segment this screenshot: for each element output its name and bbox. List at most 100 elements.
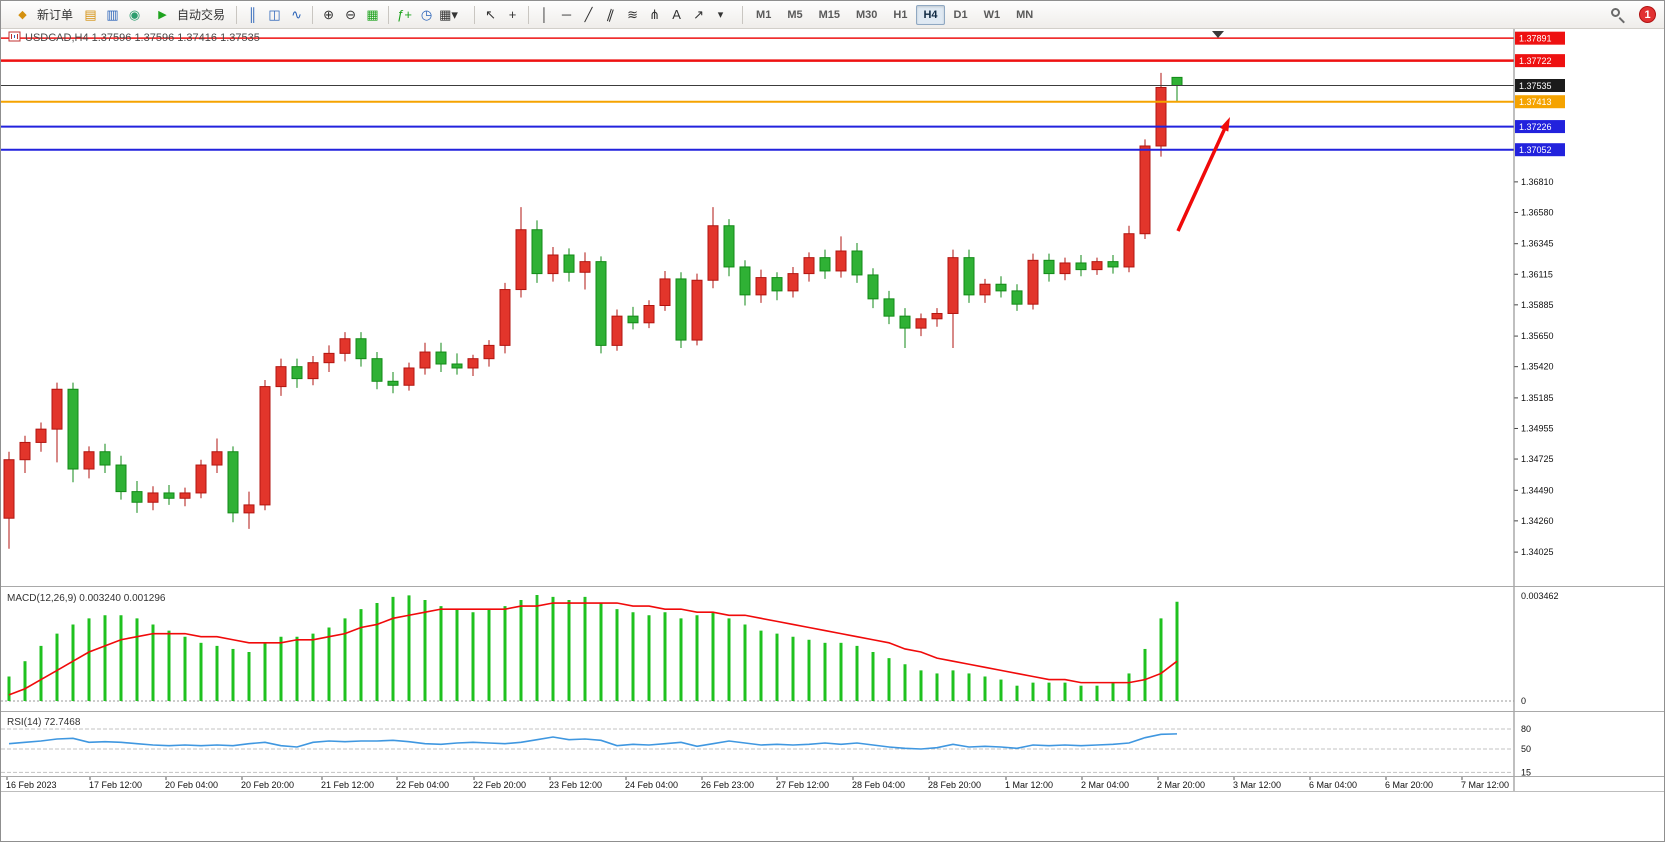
timeframe-m1[interactable]: M1: [749, 5, 778, 25]
svg-text:1.35420: 1.35420: [1521, 362, 1554, 372]
toolbar-separator: [528, 5, 530, 24]
svg-text:50: 50: [1521, 744, 1531, 754]
svg-text:22 Feb 04:00: 22 Feb 04:00: [396, 780, 449, 790]
timeframe-d1[interactable]: D1: [947, 5, 975, 25]
chart-shift-marker: [1212, 31, 1224, 38]
vertical-line-tool-icon[interactable]: │: [540, 7, 549, 22]
text-tool-icon[interactable]: A: [672, 7, 681, 22]
line-chart-icon[interactable]: ∿: [291, 6, 302, 22]
indicators-icon[interactable]: ƒ+: [397, 7, 412, 22]
periods-icon[interactable]: ◷: [420, 6, 433, 22]
rsi-line: [8, 733, 1178, 750]
autotrading-icon: ▶: [158, 9, 167, 21]
timeframe-m5[interactable]: M5: [780, 5, 809, 25]
notification-badge[interactable]: 1: [1639, 6, 1656, 23]
svg-text:20 Feb 04:00: 20 Feb 04:00: [165, 780, 218, 790]
svg-text:23 Feb 12:00: 23 Feb 12:00: [549, 780, 602, 790]
timeframe-mn[interactable]: MN: [1009, 5, 1040, 25]
symbol-ohlc-label: USDCAD,H4 1.37596 1.37596 1.37416 1.3753…: [25, 32, 260, 44]
price-badge-1.37535: 1.37535: [1515, 78, 1565, 92]
pitchfork-tool-icon[interactable]: ⋔: [649, 6, 660, 22]
autotrading-label: 自动交易: [177, 8, 226, 22]
timeframe-m30[interactable]: M30: [849, 5, 884, 25]
price-badge-1.37226: 1.37226: [1515, 120, 1565, 134]
svg-text:28 Feb 20:00: 28 Feb 20:00: [928, 780, 981, 790]
svg-text:6 Mar 04:00: 6 Mar 04:00: [1309, 780, 1357, 790]
shapes-dropdown-icon[interactable]: ▾: [717, 9, 724, 21]
symbol-header: USDCAD,H4 1.37596 1.37596 1.37416 1.3753…: [8, 31, 260, 44]
svg-text:80: 80: [1521, 724, 1531, 734]
main-toolbar: ◆ 新订单 ▤ ▥ ◉ ▶ 自动交易 ║ ◫ ∿ ⊕ ⊖ ▦ ƒ+ ◷ ▦▾ ↖…: [1, 1, 1664, 29]
svg-text:1.37891: 1.37891: [1519, 34, 1552, 44]
macd-label: MACD(12,26,9) 0.003240 0.001296: [7, 593, 166, 604]
svg-text:1.36810: 1.36810: [1521, 177, 1554, 187]
data-window-icon[interactable]: ▥: [106, 6, 119, 22]
timeframe-w1[interactable]: W1: [977, 5, 1008, 25]
svg-text:1.34490: 1.34490: [1521, 485, 1554, 495]
chart-background: [1, 29, 1664, 841]
tile-windows-icon[interactable]: ▦: [366, 6, 379, 22]
candlesticks: [3, 72, 1183, 549]
svg-text:24 Feb 04:00: 24 Feb 04:00: [625, 780, 678, 790]
time-axis[interactable]: [1, 777, 1665, 791]
search-handle: [1618, 17, 1625, 24]
trendline-tool-icon[interactable]: ╱: [584, 6, 593, 22]
svg-text:1.35650: 1.35650: [1521, 331, 1554, 341]
timeframe-h1[interactable]: H1: [886, 5, 914, 25]
search-icon[interactable]: [1608, 5, 1628, 25]
svg-text:1.34955: 1.34955: [1521, 423, 1554, 433]
navigator-icon[interactable]: ◉: [128, 6, 141, 22]
svg-text:1.35885: 1.35885: [1521, 300, 1554, 310]
new-order-button[interactable]: ◆ 新订单: [6, 2, 79, 28]
price-badge-1.37722: 1.37722: [1515, 54, 1565, 68]
trend-arrow[interactable]: [1176, 117, 1230, 232]
svg-text:20 Feb 20:00: 20 Feb 20:00: [241, 780, 294, 790]
new-order-label: 新订单: [37, 8, 74, 22]
svg-text:1.34725: 1.34725: [1521, 454, 1554, 464]
svg-text:1.36580: 1.36580: [1521, 207, 1554, 217]
svg-text:0.003462: 0.003462: [1521, 591, 1559, 601]
timeframe-m15[interactable]: M15: [812, 5, 847, 25]
bars-chart-icon[interactable]: ║: [247, 7, 258, 22]
toolbar-separator: [312, 5, 314, 24]
rsi-label: RSI(14) 72.7468: [7, 717, 81, 728]
svg-text:1.36115: 1.36115: [1521, 269, 1553, 279]
arrows-tool-icon[interactable]: ↗: [693, 6, 704, 22]
price-axis[interactable]: [1514, 29, 1665, 791]
toolbar-separator: [236, 5, 238, 24]
templates-icon[interactable]: ▦▾: [439, 6, 458, 22]
search-lens: [1611, 7, 1620, 17]
svg-text:7 Mar 12:00: 7 Mar 12:00: [1461, 780, 1509, 790]
cursor-icon[interactable]: ↖: [485, 6, 496, 22]
channel-tool-icon[interactable]: ∥: [605, 5, 617, 23]
macd-signal-line: [8, 602, 1178, 696]
svg-text:22 Feb 20:00: 22 Feb 20:00: [473, 780, 526, 790]
candlestick-chart-icon[interactable]: ◫: [268, 6, 281, 22]
price-badge-1.37891: 1.37891: [1515, 31, 1565, 45]
svg-text:1.36345: 1.36345: [1521, 239, 1554, 249]
macd-histogram: [7, 595, 1179, 701]
zoom-out-icon[interactable]: ⊖: [345, 6, 356, 22]
svg-text:0: 0: [1521, 696, 1526, 706]
svg-text:28 Feb 04:00: 28 Feb 04:00: [852, 780, 905, 790]
crosshair-icon[interactable]: +: [508, 7, 517, 22]
market-watch-icon[interactable]: ▤: [84, 6, 97, 22]
svg-text:26 Feb 23:00: 26 Feb 23:00: [701, 780, 754, 790]
zoom-in-icon[interactable]: ⊕: [323, 6, 334, 22]
new-order-icon: ◆: [18, 9, 27, 21]
price-badge-1.37052: 1.37052: [1515, 143, 1565, 157]
svg-text:3 Mar 12:00: 3 Mar 12:00: [1233, 780, 1281, 790]
svg-text:1 Mar 12:00: 1 Mar 12:00: [1005, 780, 1053, 790]
svg-text:15: 15: [1521, 767, 1531, 777]
svg-text:1.37413: 1.37413: [1519, 97, 1552, 107]
fibonacci-tool-icon[interactable]: ≋: [627, 6, 638, 22]
horizontal-line-tool-icon[interactable]: ─: [561, 7, 572, 22]
svg-text:2 Mar 04:00: 2 Mar 04:00: [1081, 780, 1129, 790]
timeframe-h4[interactable]: H4: [916, 4, 945, 25]
svg-text:21 Feb 12:00: 21 Feb 12:00: [321, 780, 374, 790]
svg-text:1.34260: 1.34260: [1521, 516, 1554, 526]
svg-text:1.35185: 1.35185: [1521, 393, 1554, 403]
autotrading-button[interactable]: ▶ 自动交易: [146, 2, 231, 28]
